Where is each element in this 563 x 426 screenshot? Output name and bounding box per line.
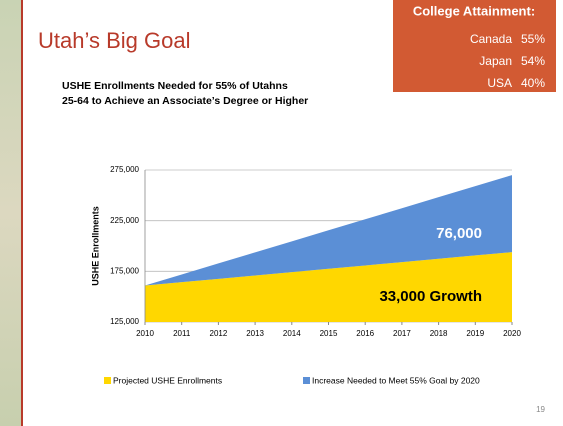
- x-tick-label: 2013: [246, 329, 264, 338]
- country: Canada: [470, 32, 512, 46]
- attainment-title: College Attainment:: [413, 3, 535, 18]
- x-tick-label: 2017: [393, 329, 411, 338]
- percent: 54%: [521, 54, 545, 68]
- legend-label: Projected USHE Enrollments: [113, 375, 222, 385]
- x-tick-label: 2011: [173, 329, 191, 338]
- legend-label: Increase Needed to Meet 55% Goal by 2020: [312, 375, 480, 385]
- x-tick-label: 2012: [210, 329, 228, 338]
- country: Japan: [479, 54, 512, 68]
- x-tick-label: 2014: [283, 329, 301, 338]
- annotation: 76,000: [436, 225, 482, 242]
- attainment-box: [393, 0, 556, 92]
- legend-swatch: [104, 377, 111, 384]
- x-tick-label: 2019: [466, 329, 484, 338]
- chart-subtitle: USHE Enrollments Needed for 55% of Utahn…: [62, 80, 288, 92]
- y-tick-label: 225,000: [110, 216, 139, 225]
- x-tick-label: 2018: [430, 329, 448, 338]
- area: [145, 175, 512, 286]
- percent: 40%: [521, 76, 545, 90]
- x-tick-label: 2010: [136, 329, 154, 338]
- x-tick-label: 2016: [356, 329, 374, 338]
- map-strip: [0, 0, 22, 426]
- y-tick-label: 275,000: [110, 165, 139, 174]
- chart-subtitle: 25-64 to Achieve an Associate’s Degree o…: [62, 95, 308, 107]
- x-tick-label: 2020: [503, 329, 521, 338]
- y-axis-label: USHE Enrollments: [90, 206, 100, 286]
- x-tick-label: 2015: [320, 329, 338, 338]
- y-tick-label: 125,000: [110, 317, 139, 326]
- y-tick-label: 175,000: [110, 266, 139, 275]
- country: USA: [487, 76, 512, 90]
- percent: 55%: [521, 32, 545, 46]
- legend-swatch: [303, 377, 310, 384]
- area: [145, 252, 512, 322]
- annotation: 33,000 Growth: [379, 288, 482, 305]
- slide-title: Utah’s Big Goal: [38, 28, 190, 53]
- page-number: 19: [536, 405, 545, 414]
